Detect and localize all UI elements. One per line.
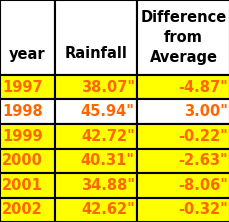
Text: 38.07": 38.07" [80,80,134,95]
Bar [55,99,136,124]
Bar [136,0,229,75]
Bar [55,75,136,99]
Text: 40.31": 40.31" [80,153,134,168]
Text: 1999: 1999 [2,129,43,144]
Text: year: year [9,46,46,61]
Bar [136,124,229,149]
Bar [55,124,136,149]
Text: -4.87": -4.87" [177,80,227,95]
Text: -2.63": -2.63" [177,153,227,168]
Bar [136,99,229,124]
Text: Rainfall: Rainfall [64,46,127,61]
Bar [0,173,55,198]
Text: 1997: 1997 [2,80,43,95]
Text: Difference
from
Average: Difference from Average [140,10,226,65]
Text: 2001: 2001 [2,178,43,193]
Bar [55,198,136,222]
Text: -0.22": -0.22" [177,129,227,144]
Text: 2002: 2002 [2,202,43,217]
Bar [0,124,55,149]
Text: 2000: 2000 [2,153,43,168]
Bar [55,173,136,198]
Bar [136,149,229,173]
Text: 34.88": 34.88" [80,178,134,193]
Text: -0.32": -0.32" [177,202,227,217]
Text: 45.94": 45.94" [80,104,134,119]
Bar [0,99,55,124]
Text: -8.06": -8.06" [177,178,227,193]
Bar [0,198,55,222]
Text: 42.72": 42.72" [81,129,134,144]
Bar [55,149,136,173]
Text: 3.00": 3.00" [183,104,227,119]
Bar [55,0,136,75]
Bar [0,0,55,75]
Bar [0,149,55,173]
Text: 42.62": 42.62" [81,202,134,217]
Bar [136,198,229,222]
Bar [0,75,55,99]
Bar [136,75,229,99]
Bar [136,173,229,198]
Text: 1998: 1998 [2,104,43,119]
